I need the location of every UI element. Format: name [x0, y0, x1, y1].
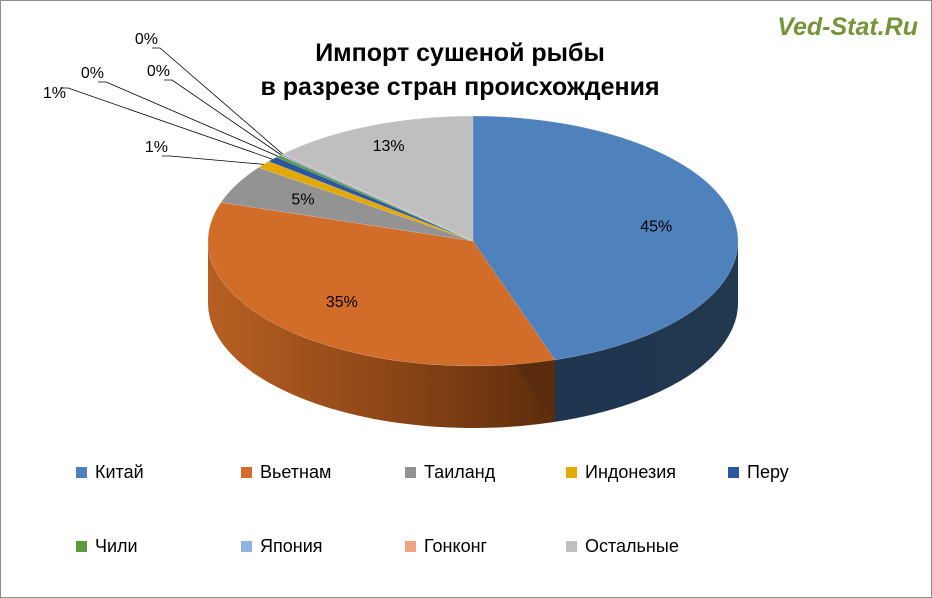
- site-watermark: Ved-Stat.Ru: [777, 13, 918, 41]
- legend-label: Остальные: [585, 536, 679, 556]
- pie-slice-0: [472, 115, 739, 361]
- legend-swatch: [241, 541, 252, 552]
- legend-swatch: [405, 541, 416, 552]
- legend-item-1: Вьетнам: [241, 462, 331, 483]
- data-label-4: 1%: [43, 85, 66, 102]
- legend-item-3: Индонезия: [566, 462, 676, 483]
- legend-label: Вьетнам: [260, 462, 332, 482]
- data-label-0: 45%: [640, 219, 672, 236]
- chart-title: Импорт сушеной рыбы в разрезе стран прои…: [190, 36, 730, 104]
- legend-item-8: Остальные: [566, 536, 679, 557]
- pie-slice-3: [258, 161, 474, 242]
- pie-slice-1: [207, 202, 556, 367]
- chart-title-line-2: в разрезе стран происхождения: [260, 73, 660, 101]
- legend-label: Таиланд: [424, 462, 496, 482]
- data-label-6: 0%: [147, 63, 170, 80]
- legend-swatch: [566, 467, 577, 478]
- data-label-5: 0%: [81, 65, 104, 82]
- data-label-3: 1%: [145, 139, 168, 156]
- legend-swatch: [241, 467, 252, 478]
- legend-swatch: [76, 467, 87, 478]
- legend-item-7: Гонконг: [405, 536, 487, 557]
- pie-slice-2: [220, 167, 474, 242]
- leader-line-7: [152, 47, 283, 155]
- legend-item-0: Китай: [76, 462, 144, 483]
- data-label-2: 5%: [291, 191, 314, 208]
- chart-title-line-1: Импорт сушеной рыбы: [315, 39, 605, 67]
- legend-swatch: [76, 541, 87, 552]
- leader-line-5: [98, 81, 279, 157]
- data-label-8: 13%: [373, 138, 405, 155]
- legend-label: Перу: [747, 462, 789, 482]
- legend-label: Чили: [95, 536, 138, 556]
- legend-label: Китай: [95, 462, 144, 482]
- legend-swatch: [405, 467, 416, 478]
- pie-slice-8: [282, 115, 474, 242]
- legend-label: Гонконг: [424, 536, 488, 556]
- legend-item-6: Япония: [241, 536, 323, 557]
- legend-label: Япония: [260, 536, 323, 556]
- legend-swatch: [728, 467, 739, 478]
- legend-item-5: Чили: [76, 536, 138, 557]
- leader-line-4: [60, 87, 273, 160]
- data-label-7: 0%: [135, 31, 158, 48]
- chart-legend: Китай Вьетнам Таиланд Индонезия Перу Чили Япон…: [76, 456, 876, 566]
- pie-side-1: [208, 241, 555, 428]
- legend-label: Индонезия: [585, 462, 677, 482]
- data-label-1: 35%: [326, 294, 358, 311]
- legend-item-2: Таиланд: [405, 462, 495, 483]
- legend-item-4: Перу: [728, 462, 789, 483]
- leader-line-3: [162, 155, 264, 165]
- legend-swatch: [566, 541, 577, 552]
- pie-side-0: [554, 241, 738, 422]
- leader-line-6: [164, 79, 282, 156]
